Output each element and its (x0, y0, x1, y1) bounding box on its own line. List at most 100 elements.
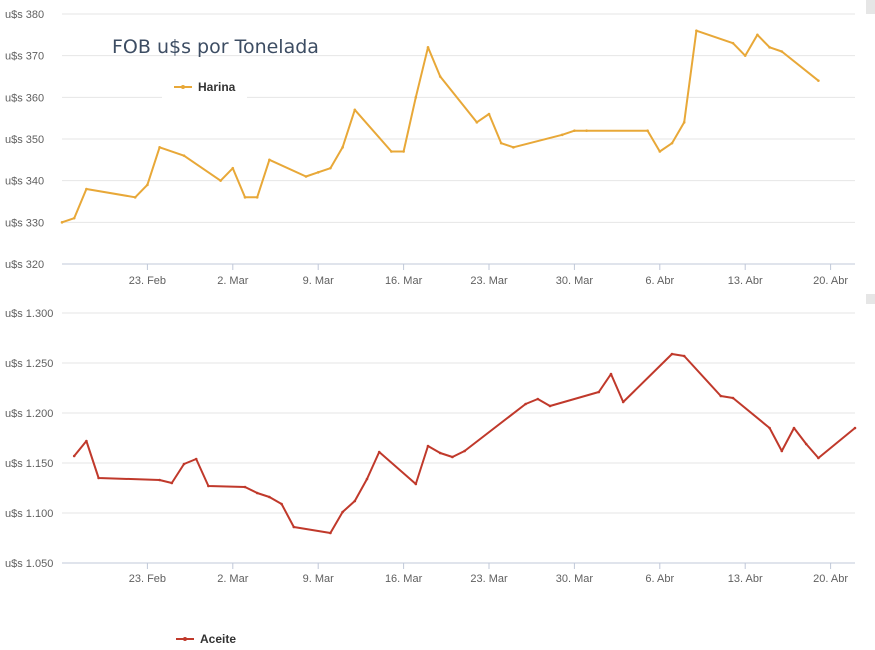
aceite-data-point (853, 426, 857, 430)
aceite-legend-line-icon (176, 637, 194, 641)
harina-data-point (438, 75, 442, 78)
aceite-data-point (97, 476, 100, 480)
aceite-data-point (621, 400, 625, 404)
aceite-data-point (207, 484, 210, 488)
harina-xtick-label: 2. Mar (217, 275, 249, 287)
aceite-ytick-label: u$s 1.250 (5, 358, 53, 370)
harina-ytick-label: u$s 320 (5, 259, 44, 271)
harina-data-point (85, 187, 88, 191)
aceite-data-point (597, 390, 601, 394)
harina-xtick-label: 23. Feb (129, 275, 166, 287)
harina-data-point (743, 54, 747, 57)
aceite-xtick-label: 16. Mar (385, 573, 423, 585)
harina-data-point (768, 46, 771, 49)
harina-xtick-label: 16. Mar (385, 275, 423, 287)
aceite-xtick-label: 20. Abr (813, 573, 848, 585)
harina-data-point (585, 129, 588, 132)
aceite-xtick-label: 23. Mar (470, 573, 508, 585)
aceite-data-point (731, 396, 735, 400)
aceite-xtick-label: 9. Mar (303, 573, 335, 585)
aceite-ytick-label: u$s 1.050 (5, 558, 53, 570)
aceite-data-point (292, 525, 296, 529)
aceite-chart: u$s 1.050 u$s 1.100 u$s 1.150 u$s 1.200 u$s … (5, 308, 857, 585)
aceite-ytick-label: u$s 1.100 (5, 508, 53, 520)
harina-xtick-label: 6. Abr (645, 275, 674, 287)
aceite-grid (62, 312, 855, 514)
harina-data-point (817, 79, 820, 82)
scrollbar-edge-bottom (866, 294, 875, 304)
aceite-xtick-label: 23. Feb (129, 573, 166, 585)
harina-ytick-label: u$s 360 (5, 92, 44, 104)
harina-data-point (475, 121, 479, 124)
harina-data-point (658, 150, 662, 153)
harina-ytick-label: u$s 350 (5, 134, 44, 146)
harina-data-point (512, 146, 515, 149)
harina-data-point (219, 179, 222, 182)
harina-data-point (268, 158, 271, 162)
harina-data-point (133, 196, 137, 199)
harina-data-point (573, 129, 576, 132)
harina-series-line (61, 29, 820, 224)
harina-chart: u$s 320 u$s 330 u$s 340 u$s 350 u$s 360 u$s 3… (5, 9, 855, 287)
aceite-data-point (341, 510, 344, 514)
aceite-data-point (158, 478, 161, 482)
legend-aceite[interactable]: Aceite (164, 628, 248, 650)
aceite-xtick-label: 2. Mar (217, 573, 249, 585)
harina-data-point (255, 196, 259, 199)
aceite-data-point (780, 449, 784, 453)
scrollbar-edge-top (866, 0, 875, 14)
harina-data-point (353, 108, 357, 112)
aceite-data-point (682, 354, 686, 358)
harina-xtick-label: 30. Mar (556, 275, 594, 287)
harina-ytick-label: u$s 340 (5, 176, 44, 188)
aceite-data-point (426, 444, 430, 448)
harina-data-point (499, 141, 503, 145)
harina-xtick-label: 13. Abr (728, 275, 763, 287)
aceite-data-point (719, 394, 723, 398)
harina-chart-panel: u$s 320 u$s 330 u$s 340 u$s 350 u$s 360 u$s 3… (0, 0, 875, 294)
harina-data-point (243, 196, 247, 199)
aceite-data-point (414, 482, 418, 486)
aceite-data-point (329, 531, 332, 535)
aceite-data-point (548, 404, 552, 408)
harina-data-point (670, 141, 674, 145)
chart-title: FOB u$s por Tonelada (112, 36, 319, 58)
aceite-data-point (85, 439, 88, 443)
harina-xtick-label: 20. Abr (813, 275, 848, 287)
aceite-data-point (609, 372, 613, 376)
aceite-data-point (353, 499, 357, 503)
aceite-ytick-label: u$s 1.150 (5, 458, 53, 470)
harina-data-point (731, 41, 735, 45)
harina-data-point (402, 150, 405, 153)
legend-harina[interactable]: Harina (162, 76, 248, 98)
aceite-data-point (243, 485, 247, 489)
harina-data-point (780, 50, 784, 53)
aceite-data-point (365, 477, 369, 481)
aceite-data-point (377, 450, 381, 454)
aceite-chart-panel: u$s 1.050 u$s 1.100 u$s 1.150 u$s 1.200 u$s … (0, 294, 875, 646)
aceite-data-point (670, 352, 674, 356)
harina-xtick-label: 9. Mar (303, 275, 335, 287)
harina-data-point (646, 129, 649, 132)
aceite-data-point (792, 426, 796, 430)
harina-ytick-label: u$s 370 (5, 51, 44, 63)
harina-data-point (487, 112, 491, 116)
harina-data-point (316, 171, 320, 174)
harina-data-point (426, 46, 430, 49)
legend-harina-label: Harina (198, 80, 236, 94)
aceite-data-point (804, 442, 808, 446)
harina-data-point (341, 146, 344, 149)
harina-data-point (329, 166, 332, 170)
harina-ytick-label: u$s 380 (5, 9, 44, 21)
aceite-data-point (170, 481, 174, 485)
harina-data-point (304, 175, 308, 178)
aceite-data-point (255, 491, 259, 495)
aceite-data-point (438, 451, 442, 455)
aceite-xtick-label: 6. Abr (645, 573, 674, 585)
aceite-ytick-label: u$s 1.300 (5, 308, 53, 320)
aceite-data-point (72, 454, 76, 458)
aceite-ytick-label: u$s 1.200 (5, 408, 53, 420)
harina-data-point (414, 96, 418, 99)
harina-data-point (182, 154, 186, 157)
harina-ytick-label: u$s 330 (5, 217, 44, 229)
